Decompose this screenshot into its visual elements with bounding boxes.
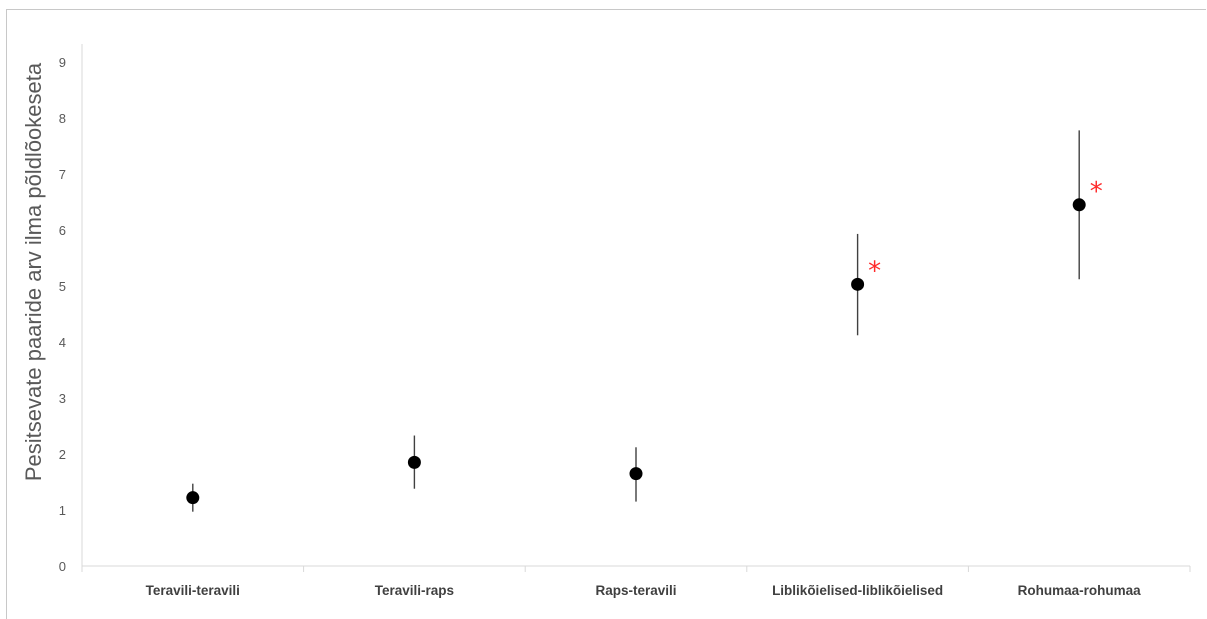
x-category-label: Teravili-raps xyxy=(375,583,454,598)
y-tick-label: 6 xyxy=(59,223,66,238)
x-category-label: Teravili-teravili xyxy=(146,583,240,598)
y-tick-label: 7 xyxy=(59,167,66,182)
x-ticks: Teravili-teravili Teravili-raps Raps-terav… xyxy=(146,583,1142,598)
y-tick-label: 2 xyxy=(59,447,66,462)
y-ticks: 0 1 2 3 4 5 6 7 8 9 xyxy=(59,55,66,574)
y-tick-label: 5 xyxy=(59,279,66,294)
y-tick-label: 8 xyxy=(59,111,66,126)
data-point xyxy=(851,277,865,291)
y-tick-label: 3 xyxy=(59,391,66,406)
data-point xyxy=(186,491,200,505)
y-tick-label: 0 xyxy=(59,559,66,574)
y-tick-label: 9 xyxy=(59,55,66,70)
chart-frame xyxy=(6,9,1206,619)
error-bars xyxy=(192,130,1080,512)
significance-marks: ** xyxy=(868,177,1103,287)
x-category-label: Raps-teravili xyxy=(595,583,676,598)
x-category-label: Rohumaa-rohumaa xyxy=(1018,583,1142,598)
y-axis-label: Pesitsevate paaride arv ilma põldlõokese… xyxy=(21,62,46,481)
significance-asterisk: * xyxy=(868,256,881,286)
data-points xyxy=(186,198,1086,505)
data-point xyxy=(1072,198,1086,212)
y-tick-label: 1 xyxy=(59,503,66,518)
significance-asterisk: * xyxy=(1090,177,1103,207)
x-category-label: Liblikõielised-liblikõielised xyxy=(772,583,943,598)
data-point xyxy=(629,467,643,481)
data-point xyxy=(407,455,421,469)
y-tick-label: 4 xyxy=(59,335,66,350)
axes xyxy=(81,44,1191,572)
